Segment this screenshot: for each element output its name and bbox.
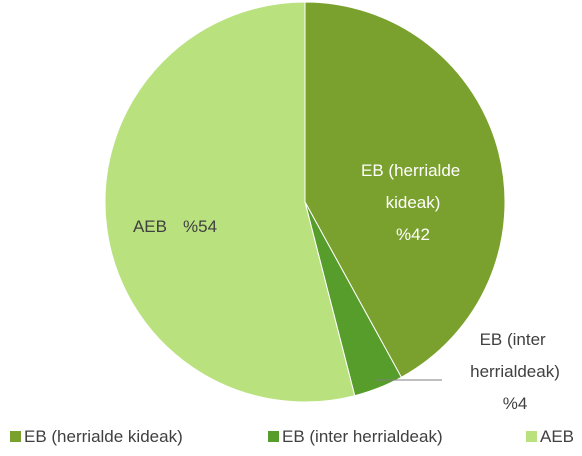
- legend-label: EB (inter herrialdeak): [282, 427, 443, 446]
- label-line: EB (inter: [480, 330, 551, 349]
- slice-label: AEB: [133, 217, 167, 236]
- slice-value: %42: [396, 225, 430, 244]
- label-line: EB (herrialde: [361, 161, 465, 180]
- label-line: kideak): [386, 193, 441, 212]
- slice-label: EB (inter herrialdeak): [470, 330, 560, 381]
- legend-label: EB (herrialde kideak): [24, 427, 183, 446]
- slice-value: %54: [183, 217, 217, 236]
- pie-slice: [104, 1, 356, 403]
- label-line: herrialdeak): [470, 362, 560, 381]
- pie-slice: [304, 1, 506, 378]
- legend-swatch: [526, 431, 537, 442]
- legend-label: AEB: [540, 427, 574, 446]
- legend-swatch: [268, 431, 279, 442]
- slice-value: %4: [503, 394, 528, 413]
- slice-label: EB (herrialde kideak): [361, 161, 465, 212]
- legend-swatch: [10, 431, 21, 442]
